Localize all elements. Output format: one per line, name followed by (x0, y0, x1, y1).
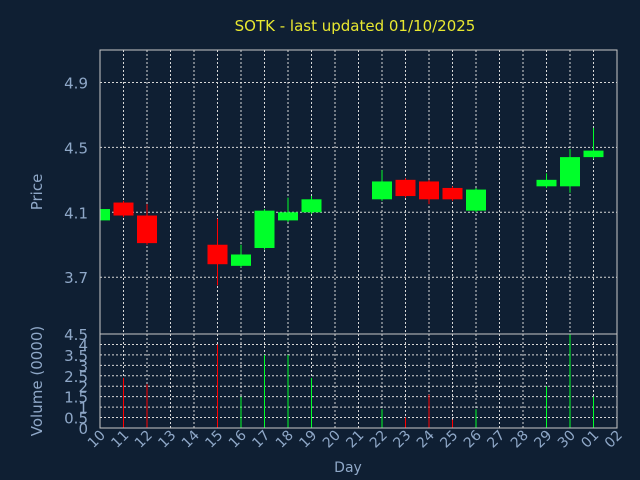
candle-body (419, 181, 439, 200)
candle-30 (560, 148, 580, 193)
volume-tick-label: 3 (78, 357, 88, 375)
x-tick-labels: 10 11 12 13 14 15 16 17 18 19 20 21 22 23 24 25 26 27 28 29… (85, 427, 626, 451)
candle-body (395, 179, 416, 197)
volume-axis-label: Volume (0000) (28, 326, 46, 436)
volume-tick-label: 4 (78, 336, 88, 354)
candle-16 (231, 244, 251, 268)
price-panel: 3.7 4.1 4.5 4.9 (64, 49, 618, 335)
candle-29 (536, 173, 557, 188)
candle-17 (254, 209, 275, 250)
candle-body (583, 150, 604, 158)
candle-body (278, 212, 298, 221)
volume-tick-label: 3.5 (64, 347, 88, 365)
candle-body (137, 215, 157, 244)
chart-title: SOTK - last updated 01/10/2025 (235, 17, 476, 35)
candle-body (536, 179, 557, 187)
volume-tick-label: 4.5 (64, 326, 88, 344)
day-axis-label: Day (334, 460, 362, 476)
candle-body (100, 209, 110, 221)
volume-frame (99, 333, 618, 429)
volume-tick-label: 2 (78, 378, 88, 396)
candle-body (254, 210, 275, 248)
volume-tick-label: 1.5 (64, 389, 88, 407)
volume-tick-label: 0 (78, 420, 88, 438)
price-tick-label: 3.7 (64, 269, 88, 287)
volume-tick-label: 2.5 (64, 368, 88, 386)
volume-tick-label: 1 (78, 399, 88, 417)
price-axis-label: Price (28, 174, 46, 211)
candle-23 (395, 178, 416, 198)
candle-12 (137, 204, 157, 245)
candle-body (301, 199, 322, 213)
price-tick-label: 4.1 (64, 204, 88, 222)
price-tick-label: 4.5 (64, 139, 88, 157)
candle-body (231, 254, 251, 266)
candle-22 (372, 170, 392, 201)
candle-18 (278, 197, 298, 223)
candle-19 (301, 196, 322, 214)
candle-10 (99, 207, 110, 223)
candle-body (207, 244, 228, 265)
candle-24 (419, 179, 439, 205)
candle-body (442, 187, 463, 200)
candle-body (466, 189, 486, 211)
candle-body (113, 202, 134, 216)
price-tick-label: 4.9 (64, 74, 88, 92)
candle-01 (583, 127, 604, 159)
volume-panel: 00.511.522.533.544.5 (64, 326, 618, 438)
candle-body (372, 181, 392, 200)
candle-25 (442, 186, 463, 201)
volume-tick-label: 0.5 (64, 410, 88, 428)
candle-26 (466, 187, 486, 213)
candle-11 (113, 200, 134, 218)
candle-15 (207, 218, 228, 286)
candle-body (560, 157, 580, 187)
